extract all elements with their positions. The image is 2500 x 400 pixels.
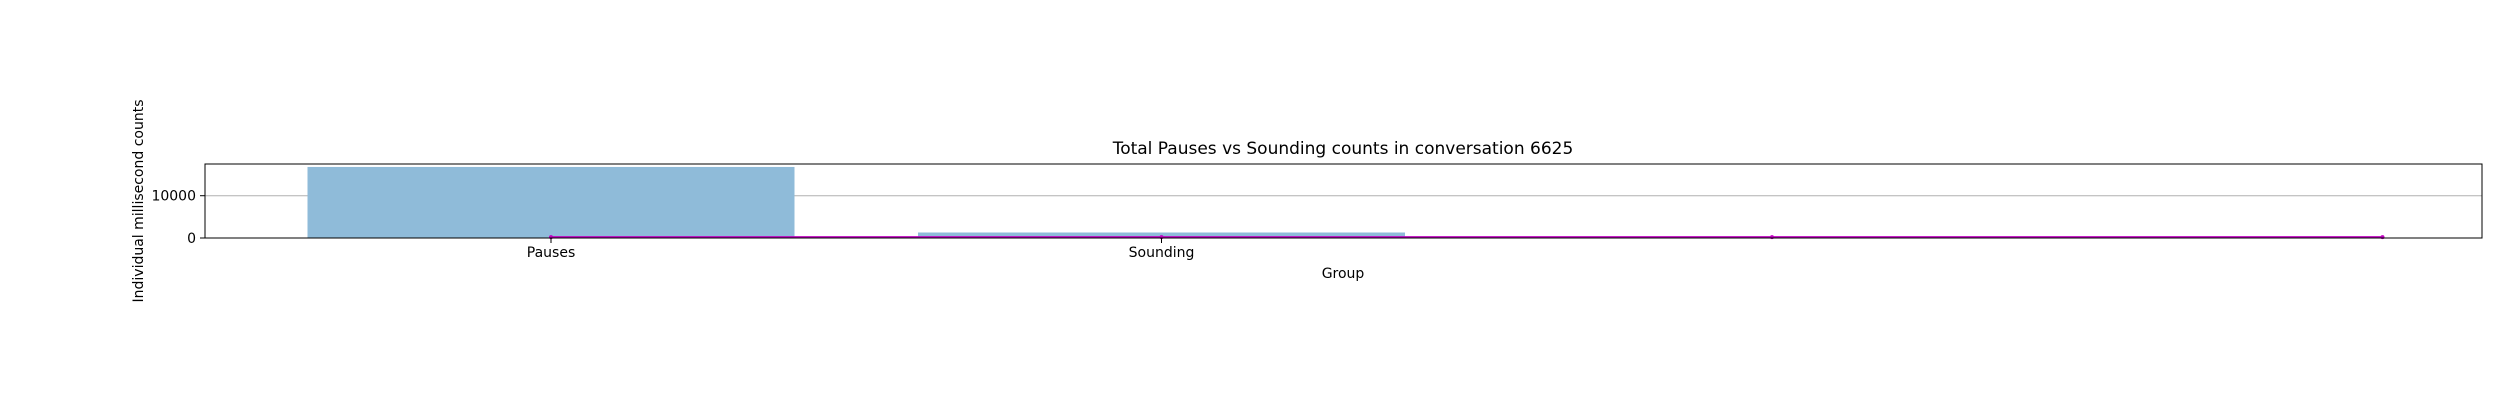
x-tick-label: Pauses <box>527 245 575 261</box>
plot-area-frame <box>204 163 2483 239</box>
overlay-line-point <box>2380 235 2385 240</box>
y-axis-ticks: 0 10000 <box>151 189 205 247</box>
y-tick-label: 10000 <box>151 189 196 205</box>
overlay-line-point <box>1770 235 1774 240</box>
bar <box>307 166 795 238</box>
x-axis-label: Group <box>1322 266 1365 282</box>
overlay-line <box>549 235 2385 240</box>
x-tick-label: Sounding <box>1129 245 1195 261</box>
y-tick-label: 0 <box>187 231 196 247</box>
x-axis-ticks: Pauses Sounding <box>527 238 1195 261</box>
chart-title: Total Pauses vs Sounding counts in conve… <box>1112 139 1574 159</box>
y-axis-label: Individual millisecond counts <box>131 100 147 303</box>
bars <box>307 166 1405 238</box>
